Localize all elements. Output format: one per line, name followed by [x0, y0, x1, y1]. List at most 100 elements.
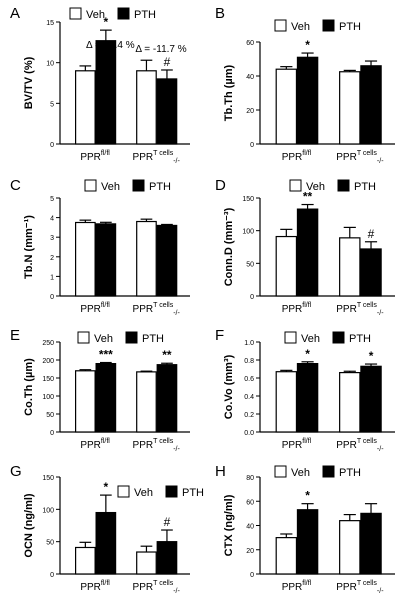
legend-swatch-pth — [165, 485, 178, 498]
significance-mark: * — [305, 347, 310, 361]
panel-e: E 0 50 100 150 200 250 Co.Th (µm) *** PPRfl/fl ** P… — [10, 327, 190, 453]
y-tick-label: 20 — [246, 108, 254, 115]
group-label: PPRT cells-/- — [133, 438, 181, 453]
legend-swatch-veh — [77, 331, 90, 344]
bar-pth — [95, 363, 117, 433]
y-tick-label: 40 — [246, 74, 254, 81]
legend-swatch-pth — [322, 19, 335, 32]
group-label: PPRT cells-/- — [336, 438, 384, 453]
group-label: PPRT cells-/- — [133, 302, 181, 317]
bar-pth — [156, 364, 178, 433]
significance-mark: * — [305, 38, 310, 52]
legend-swatch-pth — [322, 465, 335, 478]
y-tick-label: 200 — [42, 358, 54, 365]
y-tick-label: 250 — [42, 340, 54, 347]
y-tick-label: 0 — [250, 572, 254, 579]
significance-mark: ** — [303, 190, 313, 204]
panel-d: D 0 50 100 150 Conn.D (mm⁻³) ** PPRfl/fl # PPRT c… — [215, 177, 395, 317]
legend-swatch-pth — [117, 7, 130, 20]
y-tick-label: 0.6 — [244, 376, 254, 383]
group-label: PPRT cells-/- — [336, 302, 384, 317]
legend-swatch-veh — [69, 7, 82, 20]
group-label: PPRfl/fl — [80, 302, 110, 315]
y-tick-label: 0.2 — [244, 412, 254, 419]
bar-pth — [360, 365, 382, 433]
legend-swatch-veh — [84, 179, 97, 192]
legend-swatch-veh — [274, 19, 287, 32]
significance-mark: *** — [99, 348, 113, 362]
panel-letter: C — [10, 177, 21, 194]
bar-veh — [339, 237, 361, 297]
bar-veh — [275, 371, 298, 433]
panel-letter: G — [10, 463, 22, 480]
legend-label-veh: Veh — [94, 333, 113, 345]
y-tick-label: 100 — [42, 394, 54, 401]
y-tick-label: 100 — [242, 229, 254, 236]
legend-label-pth: PTH — [349, 333, 371, 345]
group-label: PPRfl/fl — [80, 438, 110, 451]
y-tick-label: 80 — [246, 475, 254, 482]
bar-veh — [136, 70, 157, 145]
significance-mark: * — [104, 15, 109, 29]
y-axis-label: CTX (ng/ml) — [223, 494, 235, 556]
y-tick-label: 60 — [246, 40, 254, 47]
delta-label: Δ = -11.7 % — [135, 44, 186, 55]
y-tick-label: 150 — [42, 475, 54, 482]
legend-swatch-pth — [337, 179, 350, 192]
bar-pth — [296, 208, 319, 297]
y-tick-label: 50 — [246, 261, 254, 268]
significance-mark: * — [104, 480, 109, 494]
significance-mark: ** — [162, 348, 172, 362]
legend-label-veh: Veh — [291, 21, 310, 33]
bar-veh — [275, 235, 298, 297]
significance-mark: * — [369, 349, 374, 363]
panel-g: G 0 50 100 150 OCN (ng/ml) * PPRfl/fl # PPRT cell… — [10, 463, 204, 594]
bar-pth — [296, 509, 319, 575]
legend-label-pth: PTH — [354, 181, 376, 193]
y-tick-label: 150 — [242, 196, 254, 203]
y-tick-label: 50 — [46, 412, 54, 419]
legend-swatch-veh — [284, 331, 297, 344]
y-tick-label: 20 — [246, 548, 254, 555]
legend: Veh PTH — [77, 331, 164, 345]
y-tick-label: 2 — [50, 255, 54, 262]
bar-veh — [275, 537, 298, 575]
panel-letter: B — [215, 5, 225, 22]
panel-c: C 0 1 2 3 4 5 Tb.N (mm⁻¹) PPRfl/fl PPRT cells-/- V… — [10, 177, 190, 317]
y-tick-label: 60 — [246, 499, 254, 506]
y-axis-label: OCN (ng/ml) — [23, 493, 35, 557]
y-tick-label: 4 — [50, 216, 54, 223]
bar-veh — [74, 370, 96, 433]
y-tick-label: 5 — [50, 101, 54, 108]
y-tick-label: 3 — [50, 235, 54, 242]
legend-swatch-pth — [332, 331, 345, 344]
legend-swatch-pth — [125, 331, 138, 344]
legend-label-veh: Veh — [306, 181, 325, 193]
legend-label-pth: PTH — [182, 487, 204, 499]
group-label: PPRfl/fl — [282, 438, 312, 451]
legend: Veh PTH — [117, 485, 204, 499]
group-label: PPRT cells-/- — [133, 580, 181, 594]
legend-label-pth: PTH — [339, 467, 361, 479]
legend: Veh PTH — [274, 465, 361, 479]
legend-label-pth: PTH — [142, 333, 164, 345]
y-axis-label: Tb.N (mm⁻¹) — [23, 215, 35, 279]
y-tick-label: 0 — [250, 294, 254, 301]
y-tick-label: 0 — [50, 430, 54, 437]
group-label: PPRfl/fl — [282, 150, 312, 163]
y-tick-label: 0 — [50, 572, 54, 579]
bar-veh — [74, 70, 96, 145]
y-tick-label: 100 — [42, 507, 54, 514]
legend: Veh PTH — [69, 7, 156, 21]
y-tick-label: 5 — [50, 196, 54, 203]
panel-b: B 0 20 40 60 Tb.Th (µm) * PPRfl/fl PPRT cells-/-… — [215, 5, 395, 165]
group-label: PPRfl/fl — [282, 580, 312, 593]
bar-veh — [74, 546, 96, 575]
panel-f: F 0.0 0.2 0.4 0.6 0.8 1.0 Co.Vo (mm³) * PPRfl/fl *… — [215, 327, 395, 453]
panel-letter: F — [215, 327, 224, 344]
y-axis-label: Tb.Th (µm) — [223, 64, 235, 121]
y-tick-label: 1 — [50, 274, 54, 281]
legend-swatch-veh — [117, 485, 130, 498]
legend-swatch-veh — [274, 465, 287, 478]
panel-letter: A — [10, 5, 20, 22]
